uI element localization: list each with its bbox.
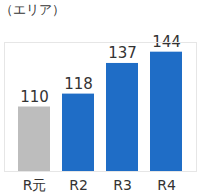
svg-text:R3: R3 xyxy=(113,177,132,193)
svg-text:137: 137 xyxy=(108,44,137,62)
svg-text:R4: R4 xyxy=(157,177,176,193)
html-text:（エリア）: （エリア） xyxy=(0,2,65,17)
svg-text:R2: R2 xyxy=(69,177,88,193)
svg-text:110: 110 xyxy=(20,88,49,106)
svg-text:144: 144 xyxy=(152,33,181,51)
svg-text:R元: R元 xyxy=(23,177,47,193)
svg-text:118: 118 xyxy=(64,75,93,93)
